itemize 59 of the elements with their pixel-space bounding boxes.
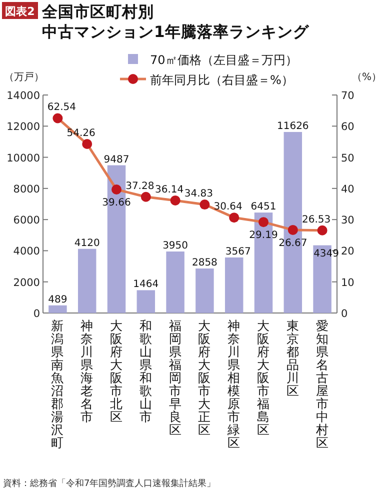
y2-tick-label: 20 <box>341 246 354 258</box>
data-label: 62.54 <box>47 102 76 114</box>
data-label: 3567 <box>225 246 251 258</box>
bar <box>136 290 156 313</box>
y2-tick-label: 40 <box>341 183 354 196</box>
bar <box>196 268 214 313</box>
data-label: 26.67 <box>278 238 308 249</box>
data-label: 4349 <box>314 248 340 260</box>
y-tick-label: 8000 <box>13 183 40 196</box>
y-tick-label: 14000 <box>6 90 40 102</box>
data-label: 11626 <box>276 120 309 132</box>
data-label: 30.64 <box>214 202 242 213</box>
x-tick-label: 和歌山県和歌山市 <box>139 318 152 424</box>
category-label: 大阪府大阪市福島区 <box>257 318 270 437</box>
data-label: 9487 <box>104 154 130 166</box>
data-label: 36.14 <box>154 184 184 196</box>
y-tick-label: 2000 <box>13 276 40 289</box>
y-axis-title: （万戸） <box>4 72 44 83</box>
bar <box>166 251 184 313</box>
bar <box>224 257 244 313</box>
y2-tick-label: 30 <box>341 214 354 227</box>
y2-tick-label: 50 <box>341 152 354 164</box>
data-label: 29.19 <box>249 230 278 242</box>
data-label: 39.66 <box>102 197 131 208</box>
y2-axis-title: （%） <box>352 72 382 83</box>
category-label: 愛知県名古屋市中村区 <box>316 318 329 450</box>
data-label: 4120 <box>74 238 100 249</box>
data-label: 2858 <box>192 257 218 268</box>
category-label: 新潟県南魚沼郡湯沢町 <box>51 318 64 450</box>
data-label: 3950 <box>162 240 188 252</box>
y-tick-label: 10000 <box>6 152 40 164</box>
y-tick-label: 0 <box>33 308 40 320</box>
category-label: 大阪府大阪市大正区 <box>198 318 212 437</box>
y2-tick-label: 10 <box>341 276 354 289</box>
chart-title: 全国市区町村別 <box>41 3 154 21</box>
category-label: 神奈川県相模原市緑区 <box>228 318 241 450</box>
data-label: 1464 <box>133 279 159 290</box>
data-label: 6451 <box>250 202 276 213</box>
y-tick-label: 4000 <box>13 246 40 258</box>
data-label: 37.28 <box>126 180 154 192</box>
y-tick-label: 12000 <box>6 121 40 134</box>
x-tick-label: 大阪府大阪市北区 <box>110 318 123 424</box>
chart-subtitle: 中古マンション1年騰落率ランキング <box>42 23 310 41</box>
text: 資料：総務省「令和7年国勢調査人口速報集計結果」 <box>3 478 216 489</box>
data-label: 34.83 <box>184 188 214 200</box>
y-tick-label: 6000 <box>13 214 40 227</box>
data-label: 489 <box>48 294 68 306</box>
x-tick-label: 神奈川県海老名市 <box>80 318 94 424</box>
x-tick-label: 東京都品川区 <box>286 318 300 398</box>
category-label: 福岡県福岡市早良区 <box>168 318 182 437</box>
bar <box>48 305 67 313</box>
legend-label: 70㎡価格（左目盛＝万円） <box>150 53 298 67</box>
bar <box>78 248 96 313</box>
y2-tick-label: 60 <box>341 121 354 134</box>
y2-tick-label: 70 <box>341 90 354 102</box>
text: 図表2 <box>5 5 35 18</box>
data-label: 26.53 <box>302 214 331 226</box>
y2-tick-label: 0 <box>341 308 348 320</box>
legend-label: 前年同月比（右目盛＝%） <box>150 73 294 87</box>
